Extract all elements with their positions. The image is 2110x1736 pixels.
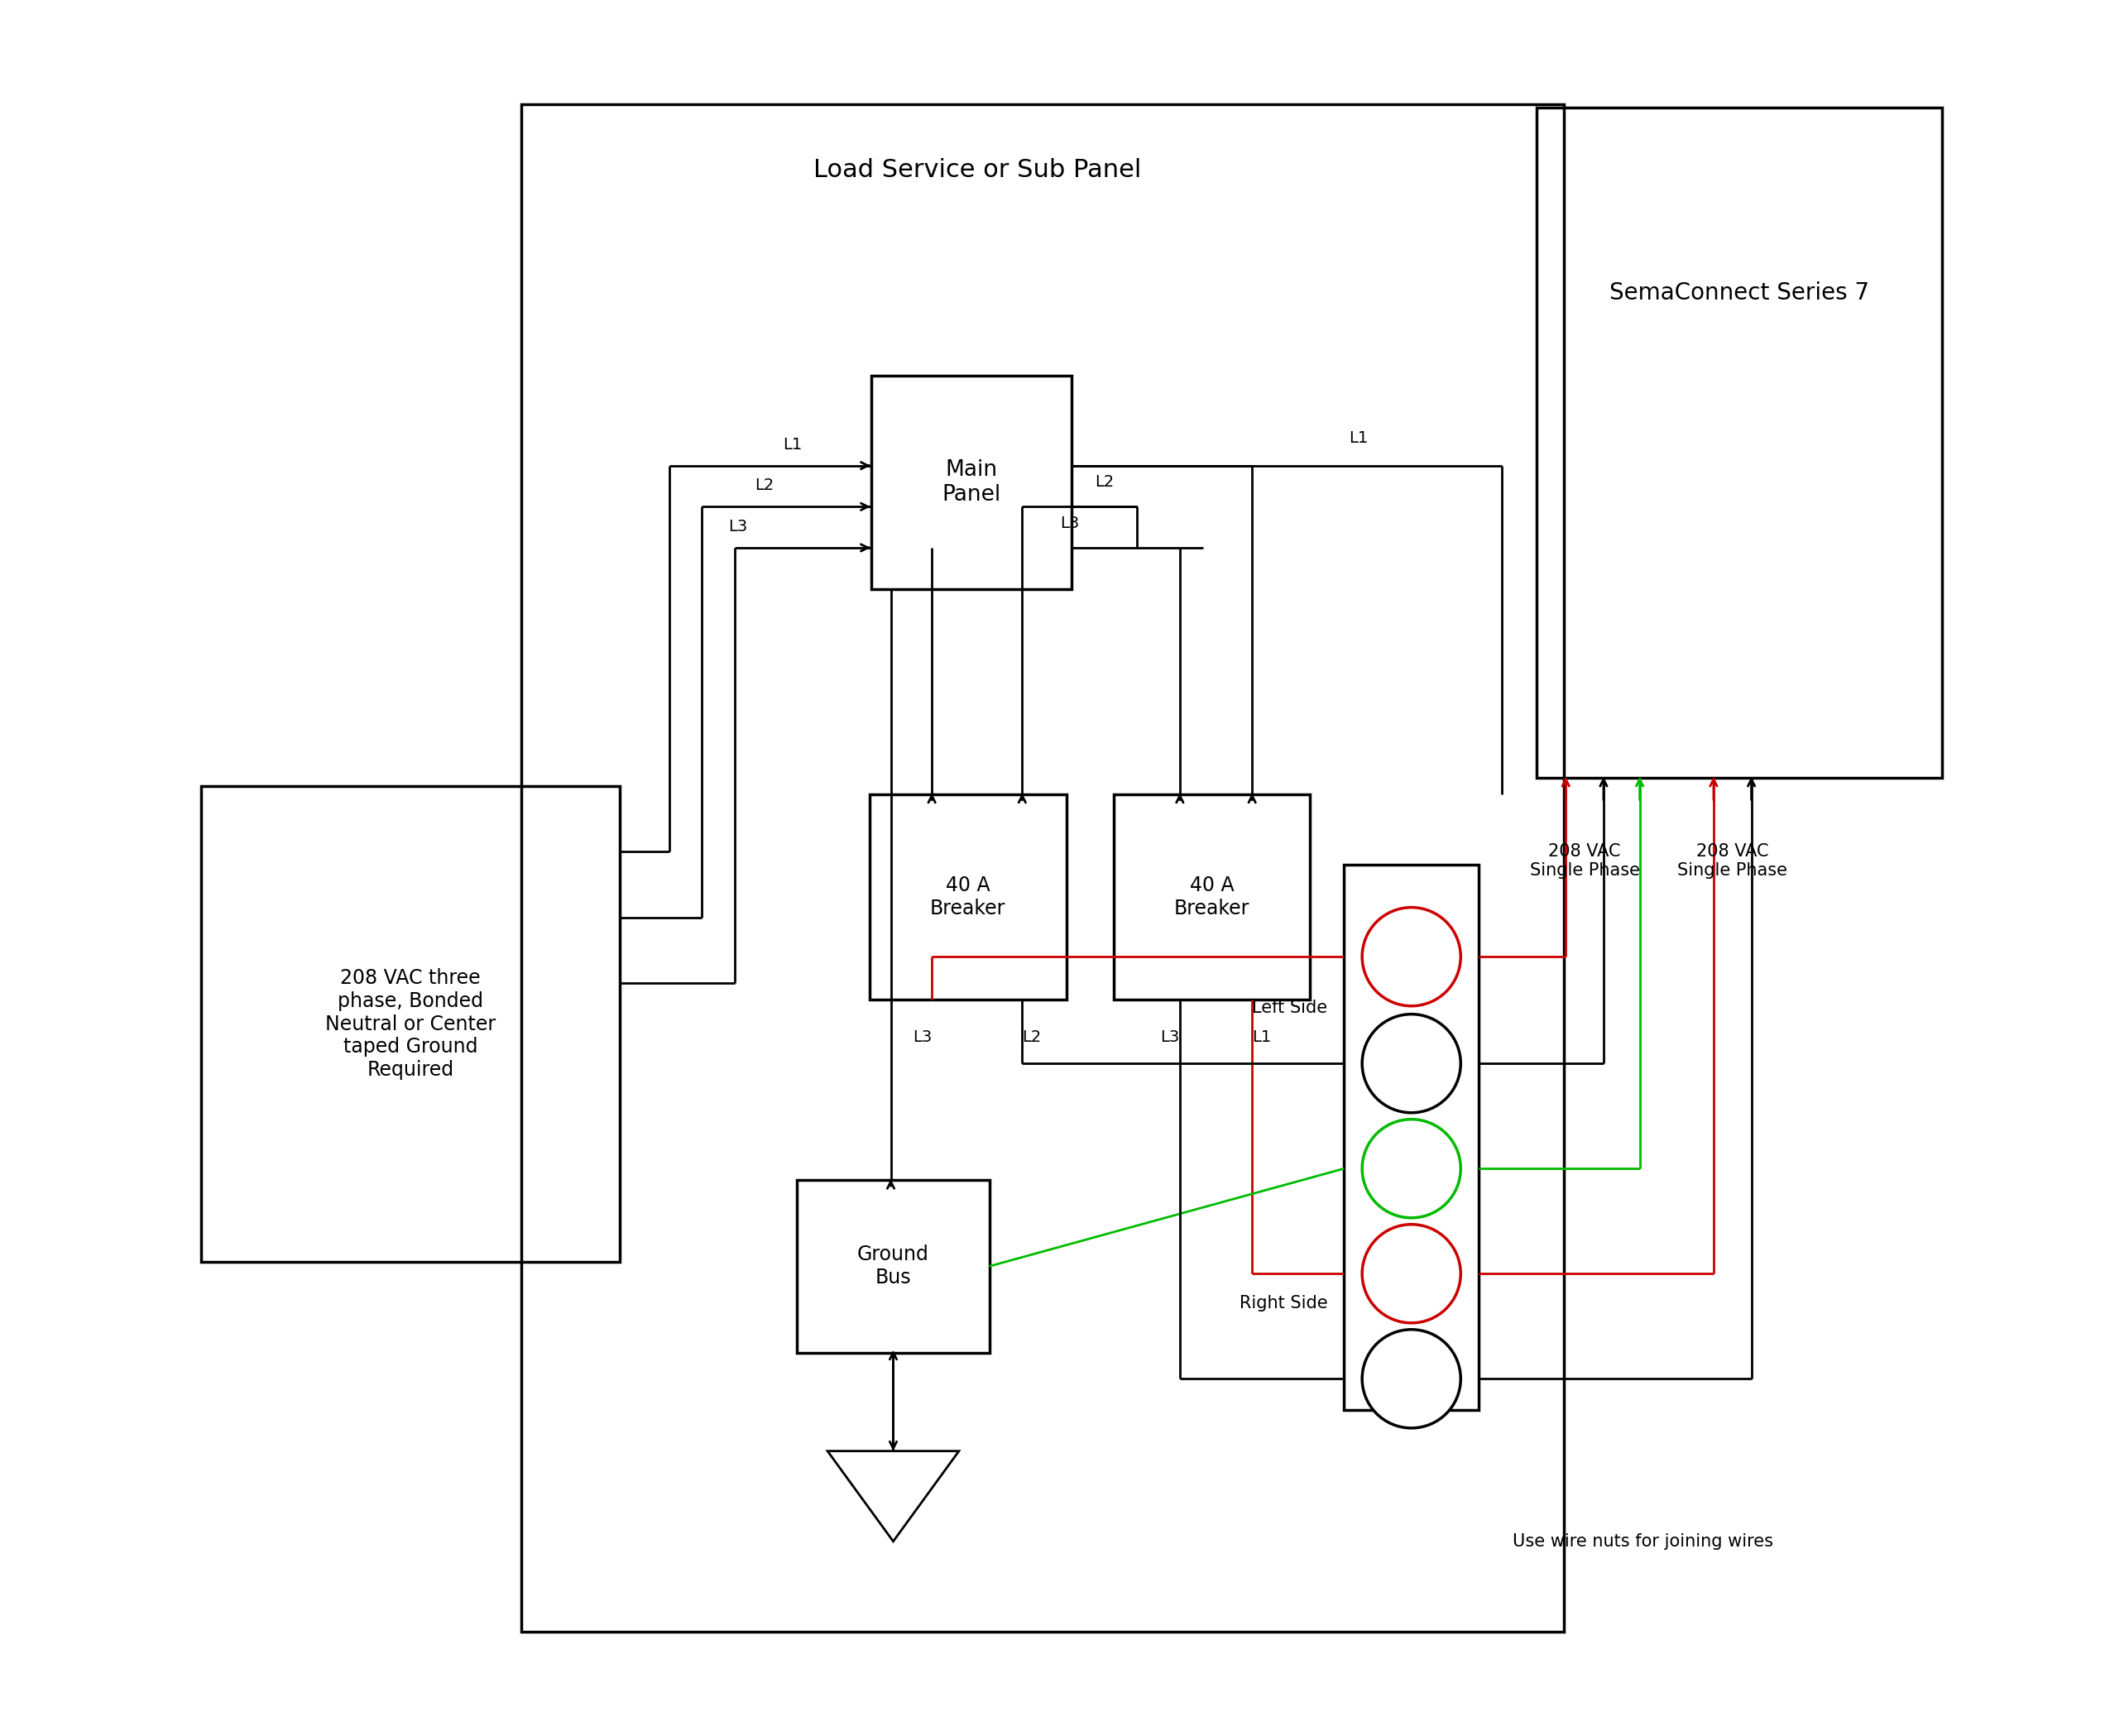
Bar bbox=[1114, 793, 1310, 1000]
Text: L3: L3 bbox=[728, 519, 747, 535]
Text: 208 VAC
Single Phase: 208 VAC Single Phase bbox=[1530, 844, 1639, 878]
Text: Use wire nuts for joining wires: Use wire nuts for joining wires bbox=[1513, 1533, 1772, 1550]
Text: Right Side: Right Side bbox=[1239, 1295, 1327, 1311]
Text: Ground
Bus: Ground Bus bbox=[857, 1245, 928, 1288]
Text: L3: L3 bbox=[1160, 1029, 1179, 1045]
Circle shape bbox=[1363, 908, 1460, 1005]
Circle shape bbox=[1363, 1224, 1460, 1323]
Bar bbox=[521, 104, 1564, 1632]
Bar bbox=[869, 793, 1066, 1000]
Circle shape bbox=[1363, 1330, 1460, 1429]
Text: Left Side: Left Side bbox=[1251, 1000, 1327, 1016]
Text: 208 VAC
Single Phase: 208 VAC Single Phase bbox=[1677, 844, 1787, 878]
Bar bbox=[871, 375, 1072, 589]
Text: SemaConnect Series 7: SemaConnect Series 7 bbox=[1610, 281, 1869, 306]
Bar bbox=[1536, 108, 1941, 778]
Text: Main
Panel: Main Panel bbox=[941, 458, 1000, 505]
Text: L2: L2 bbox=[1095, 474, 1114, 490]
Text: L1: L1 bbox=[1251, 1029, 1272, 1045]
Text: L2: L2 bbox=[755, 477, 774, 493]
Bar bbox=[798, 1180, 990, 1352]
Text: L2: L2 bbox=[1021, 1029, 1042, 1045]
Text: L1: L1 bbox=[783, 437, 802, 453]
Bar bbox=[1344, 865, 1479, 1410]
Text: L3: L3 bbox=[1061, 516, 1080, 531]
Text: 40 A
Breaker: 40 A Breaker bbox=[1173, 875, 1249, 918]
Text: L3: L3 bbox=[914, 1029, 933, 1045]
Text: 208 VAC three
phase, Bonded
Neutral or Center
taped Ground
Required: 208 VAC three phase, Bonded Neutral or C… bbox=[325, 969, 496, 1080]
Text: 40 A
Breaker: 40 A Breaker bbox=[931, 875, 1006, 918]
Text: Load Service or Sub Panel: Load Service or Sub Panel bbox=[812, 158, 1142, 182]
Circle shape bbox=[1363, 1120, 1460, 1219]
Text: L1: L1 bbox=[1348, 431, 1369, 446]
Circle shape bbox=[1363, 1014, 1460, 1113]
Bar bbox=[200, 786, 620, 1262]
